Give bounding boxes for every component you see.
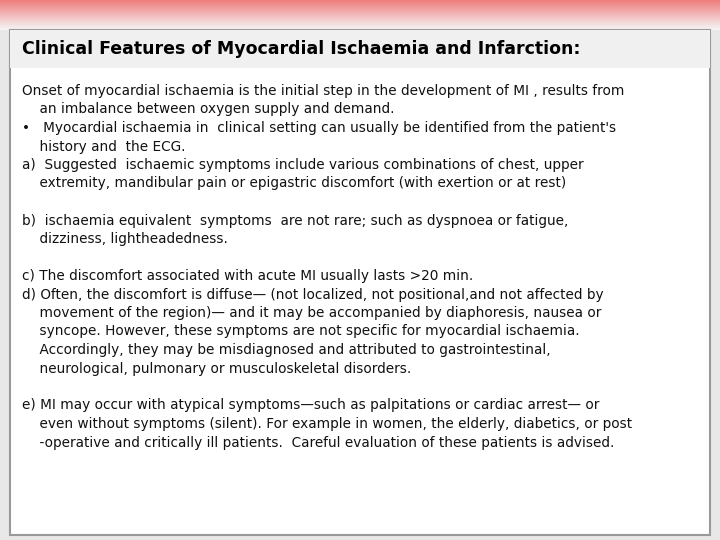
Text: extremity, mandibular pain or epigastric discomfort (with exertion or at rest): extremity, mandibular pain or epigastric… xyxy=(22,177,566,191)
Text: even without symptoms (silent). For example in women, the elderly, diabetics, or: even without symptoms (silent). For exam… xyxy=(22,417,632,431)
Text: •   Myocardial ischaemia in  clinical setting can usually be identified from the: • Myocardial ischaemia in clinical setti… xyxy=(22,121,616,135)
Text: e) MI may occur with atypical symptoms—such as palpitations or cardiac arrest— o: e) MI may occur with atypical symptoms—s… xyxy=(22,399,599,413)
Text: c) The discomfort associated with acute MI usually lasts >20 min.: c) The discomfort associated with acute … xyxy=(22,269,473,283)
Bar xyxy=(10,30,710,68)
Text: movement of the region)— and it may be accompanied by diaphoresis, nausea or: movement of the region)— and it may be a… xyxy=(22,306,601,320)
Text: an imbalance between oxygen supply and demand.: an imbalance between oxygen supply and d… xyxy=(22,103,395,117)
Text: history and  the ECG.: history and the ECG. xyxy=(22,139,186,153)
Text: b)  ischaemia equivalent  symptoms  are not rare; such as dyspnoea or fatigue,: b) ischaemia equivalent symptoms are not… xyxy=(22,213,568,227)
Text: -operative and critically ill patients.  Careful evaluation of these patients is: -operative and critically ill patients. … xyxy=(22,435,614,449)
Text: Clinical Features of Myocardial Ischaemia and Infarction:: Clinical Features of Myocardial Ischaemi… xyxy=(22,40,580,58)
Text: syncope. However, these symptoms are not specific for myocardial ischaemia.: syncope. However, these symptoms are not… xyxy=(22,325,580,339)
Text: dizziness, lightheadedness.: dizziness, lightheadedness. xyxy=(22,232,228,246)
Text: Onset of myocardial ischaemia is the initial step in the development of MI , res: Onset of myocardial ischaemia is the ini… xyxy=(22,84,624,98)
Text: neurological, pulmonary or musculoskeletal disorders.: neurological, pulmonary or musculoskelet… xyxy=(22,361,411,375)
Text: Accordingly, they may be misdiagnosed and attributed to gastrointestinal,: Accordingly, they may be misdiagnosed an… xyxy=(22,343,551,357)
Text: a)  Suggested  ischaemic symptoms include various combinations of chest, upper: a) Suggested ischaemic symptoms include … xyxy=(22,158,584,172)
Text: d) Often, the discomfort is diffuse— (not localized, not positional,and not affe: d) Often, the discomfort is diffuse— (no… xyxy=(22,287,603,301)
